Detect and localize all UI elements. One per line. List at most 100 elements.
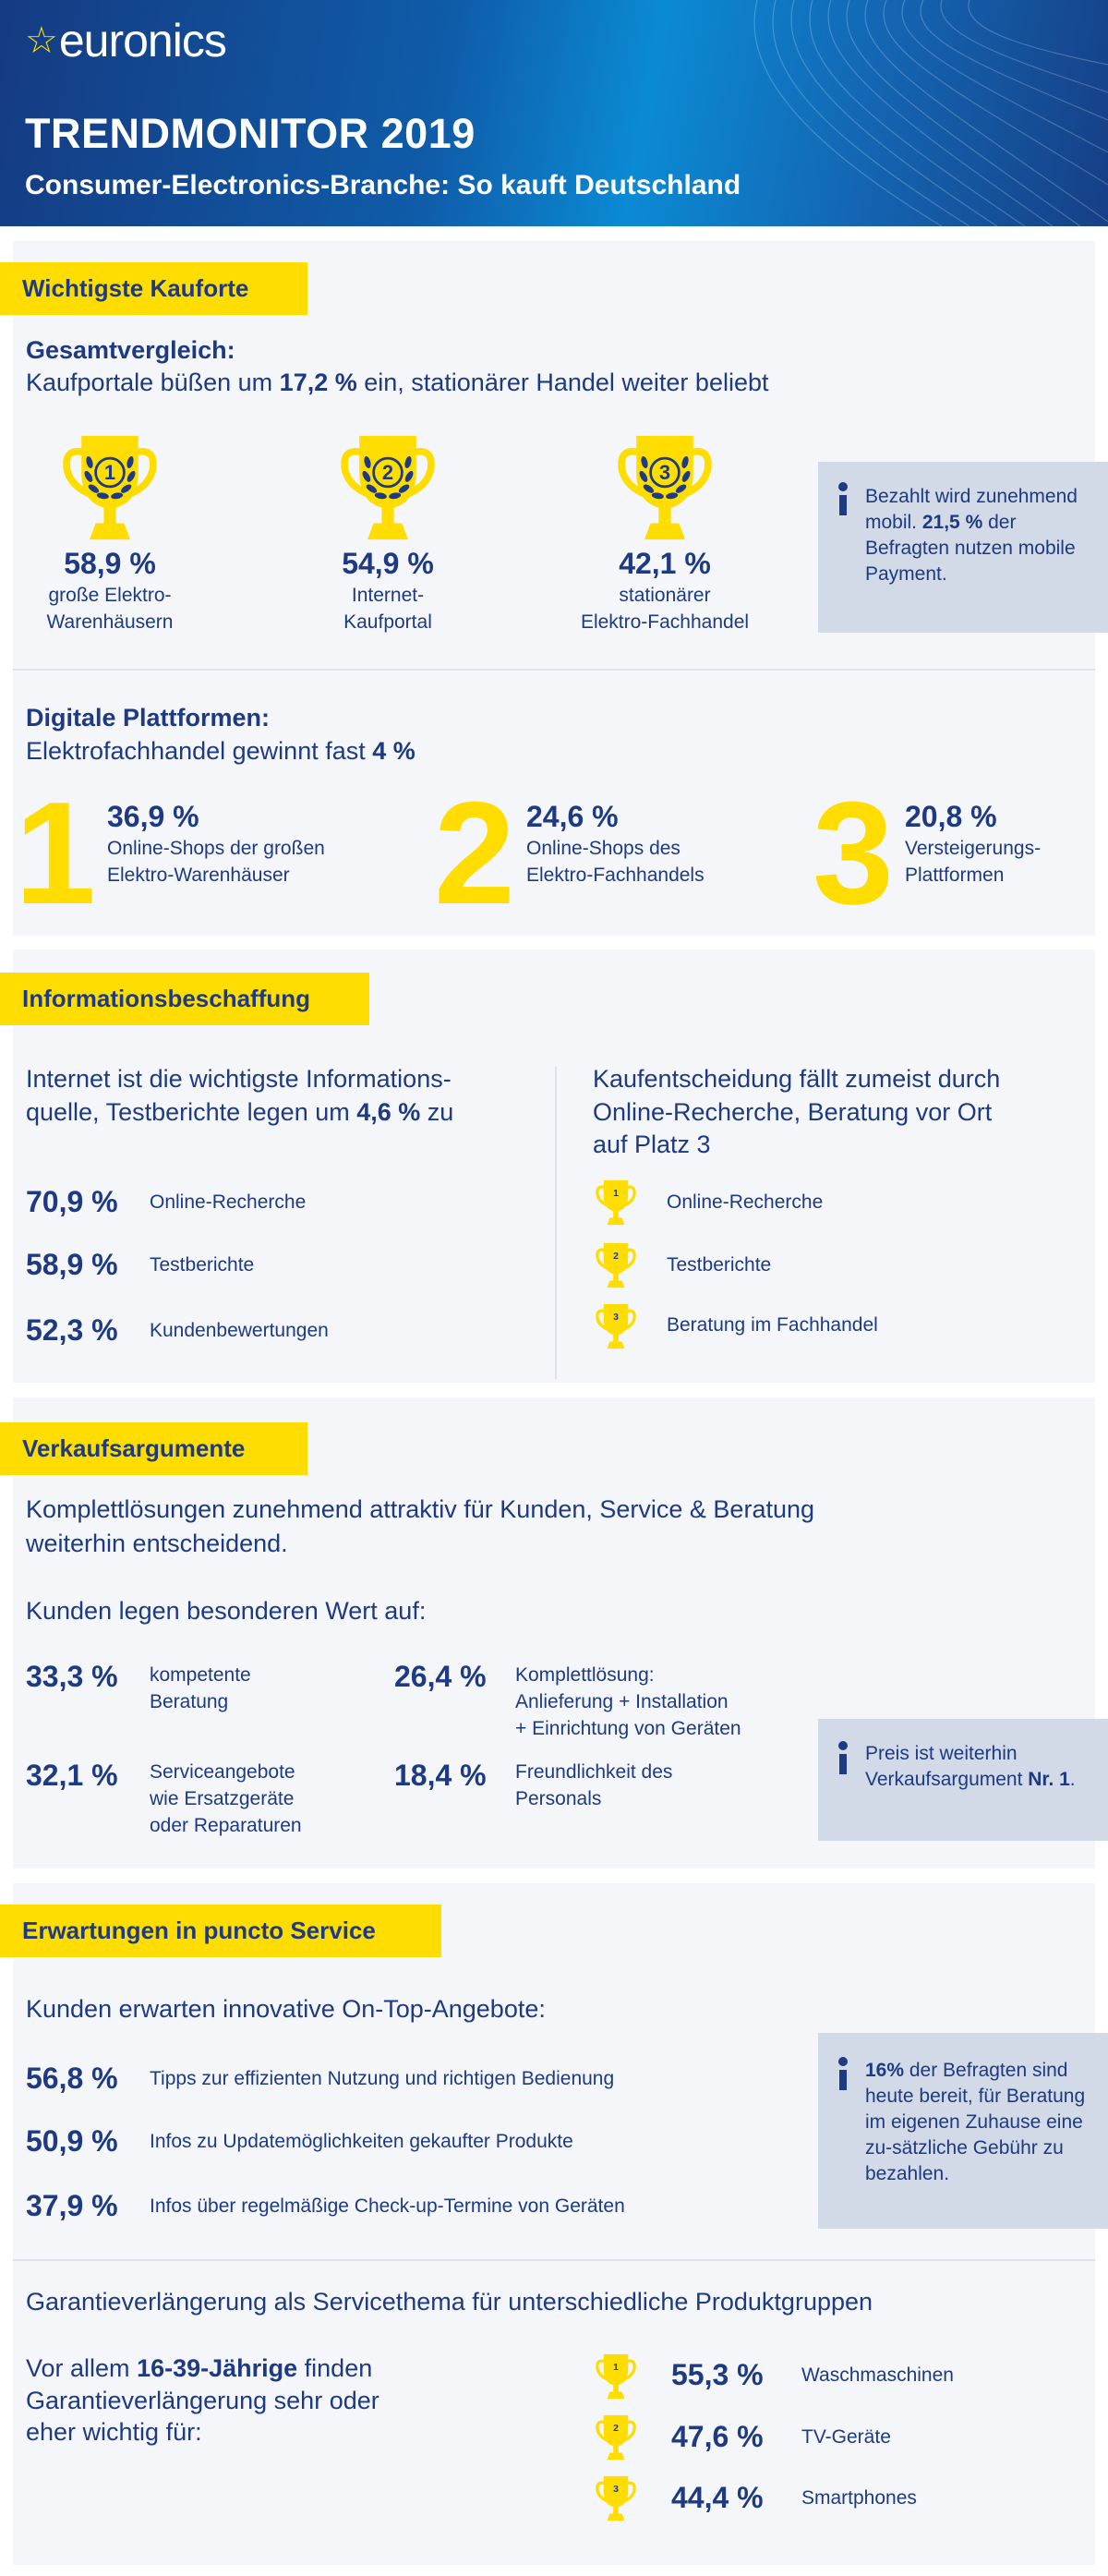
page-subtitle: Consumer-Electronics-Branche: So kauft D…	[25, 170, 741, 200]
divider	[13, 2259, 1095, 2261]
gesamtvergleich-heading: Gesamtvergleich:	[26, 336, 235, 364]
trophy-rank-2-icon: 2	[591, 1241, 641, 1289]
digital-item: 36,9 % Online-Shops der großen Elektro-W…	[107, 798, 325, 889]
trophy-rank-2-icon: 2	[337, 430, 439, 545]
digital-heading: Digitale Plattformen:	[26, 704, 271, 732]
stat-label: Komplettlösung: Anlieferung + Installatio…	[515, 1664, 741, 1739]
rank-value: 54,9 %	[342, 547, 434, 580]
stat-label: Kundenbewertungen	[150, 1320, 329, 1341]
trophy-rank-1-icon: 1	[591, 2352, 641, 2401]
digital-label: Online-Shops der großen	[107, 838, 325, 859]
trophy-rank-number: 2	[382, 461, 393, 484]
garantie-text: Garantieverlängerung sehr oder	[26, 2387, 379, 2414]
stat-label: Serviceangebote wie Ersatzgeräte oder Repa…	[150, 1761, 302, 1836]
digital-item: 20,8 % Versteigerungs- Plattformen	[905, 798, 1041, 889]
trophy-rank-number: 3	[613, 2485, 619, 2495]
info-text: Bezahlt wird zunehmend mobil. 21,5 % der…	[865, 486, 1078, 585]
big-rank-number: 2	[434, 772, 515, 935]
info-text: Preis ist weiterhin Verkaufsargument Nr.…	[865, 1743, 1076, 1790]
stat-value: 33,3 %	[26, 1660, 118, 1693]
info-right-heading: Online-Recherche, Beratung vor Ort	[593, 1098, 993, 1126]
verkauf-heading: Komplettlösungen zunehmend attraktiv für…	[26, 1495, 815, 1523]
digital-value: 24,6 %	[526, 800, 619, 833]
digital-value: 20,8 %	[905, 800, 997, 833]
garantie-text: eher wichtig für:	[26, 2418, 202, 2446]
rank-label: Warenhäusern	[46, 611, 174, 633]
info-right-heading: auf Platz 3	[593, 1131, 711, 1158]
ranking-value: 55,3 %	[671, 2358, 764, 2391]
info-icon	[838, 2057, 848, 2090]
info-left-heading: quelle, Testberichte legen um 4,6 % zu	[26, 1098, 454, 1126]
page-title: TRENDMONITOR 2019	[25, 110, 476, 157]
stat-label: Testberichte	[150, 1254, 255, 1276]
section-tag-kauforte: Wichtigste Kauforte	[0, 262, 307, 315]
digital-line: Elektrofachhandel gewinnt fast 4 %	[26, 737, 416, 765]
trophy-rank-number: 2	[613, 1252, 619, 1262]
divider	[13, 669, 1095, 671]
stat-row: 58,9 %	[26, 1248, 118, 1281]
info-box-beratung-gebuehr: 16% der Befragten sind heute bereit, für…	[818, 2033, 1108, 2229]
digital-label: Elektro-Fachhandels	[526, 865, 705, 886]
service-subheading: Kunden erwarten innovative On-Top-Angebo…	[26, 1995, 546, 2023]
garantie-text: Vor allem 16-39-Jährige finden	[26, 2354, 373, 2382]
logo-text: euronics	[58, 15, 227, 67]
stat-label: Online-Recherche	[150, 1191, 307, 1213]
gesamtvergleich-line: Kaufportale büßen um 17,2 % ein, station…	[26, 369, 769, 396]
stat-row: 70,9 %	[26, 1185, 118, 1218]
ranking-value: 47,6 %	[671, 2420, 764, 2453]
verkauf-heading: weiterhin entscheidend.	[26, 1530, 288, 1557]
ranking-value: 44,4 %	[671, 2481, 764, 2514]
digital-label: Versteigerungs-	[905, 838, 1042, 859]
stat-label: Infos über regelmäßige Check-up-Termine …	[150, 2195, 625, 2217]
trophy-rank-number: 3	[659, 461, 670, 484]
vertical-divider	[555, 1067, 557, 1379]
trophy-rank-number: 1	[613, 1189, 619, 1199]
info-box-preis: Preis ist weiterhin Verkaufsargument Nr.…	[818, 1719, 1108, 1841]
verkauf-subheading: Kunden legen besonderen Wert auf:	[26, 1597, 427, 1625]
info-box-mobile-payment: Bezahlt wird zunehmend mobil. 21,5 % der…	[818, 462, 1108, 633]
header-banner: ☆euronics TRENDMONITOR 2019 Consumer-Ele…	[0, 0, 1108, 226]
section-tag-service: Erwartungen in puncto Service	[0, 1905, 441, 1957]
big-rank-number: 3	[813, 772, 894, 935]
digital-label: Plattformen	[905, 865, 1005, 886]
rank-label: Internet-	[351, 585, 425, 606]
trophy-rank-3-icon: 3	[614, 430, 716, 545]
rank-item: 58,9 % große Elektro- Warenhäusern	[18, 545, 202, 635]
section-tag-information: Informationsbeschaffung	[0, 973, 369, 1025]
info-left-heading: Internet ist die wichtigste Informations…	[26, 1065, 452, 1093]
trophy-rank-number: 3	[613, 1312, 619, 1323]
rank-label: Elektro-Fachhandel	[580, 611, 750, 633]
info-right-heading: Kaufentscheidung fällt zumeist durch	[593, 1065, 1001, 1093]
ranking-label: Waschmaschinen	[801, 2364, 954, 2386]
section-tag-verkauf: Verkaufsargumente	[0, 1422, 307, 1475]
trophy-rank-number: 1	[104, 461, 115, 484]
stat-label: Infos zu Updatemöglichkeiten gekaufter P…	[150, 2131, 573, 2152]
trophy-rank-1-icon: 1	[591, 1179, 641, 1227]
trophy-rank-3-icon: 3	[591, 2474, 641, 2522]
garantie-heading: Garantieverlängerung als Servicethema fü…	[26, 2288, 873, 2316]
ranking-label: Testberichte	[667, 1254, 772, 1276]
info-icon	[838, 482, 848, 515]
stat-value: 37,9 %	[26, 2189, 118, 2222]
trophy-rank-2-icon: 2	[591, 2413, 641, 2461]
decorative-wave-lines	[753, 0, 1108, 226]
rank-value: 42,1 %	[619, 547, 711, 580]
stat-row: 52,3 %	[26, 1313, 118, 1347]
euronics-logo[interactable]: ☆euronics	[25, 13, 227, 68]
big-rank-number: 1	[15, 772, 96, 935]
ranking-label: Online-Recherche	[667, 1191, 824, 1213]
stat-value: 18,4 %	[394, 1759, 487, 1792]
rank-item: 42,1 % stationärer Elektro-Fachhandel	[572, 545, 757, 635]
ranking-label: TV-Geräte	[801, 2426, 891, 2448]
trophy-rank-number: 1	[613, 2363, 619, 2373]
info-text: 16% der Befragten sind heute bereit, für…	[865, 2060, 1086, 2184]
trophy-rank-3-icon: 3	[591, 1302, 641, 1350]
ranking-label: Beratung im Fachhandel	[667, 1314, 878, 1336]
rank-label: Kaufportal	[343, 611, 432, 633]
stat-value: 50,9 %	[26, 2124, 118, 2158]
stat-value: 32,1 %	[26, 1759, 118, 1792]
info-icon	[838, 1741, 848, 1774]
rank-item: 54,9 % Internet- Kaufportal	[295, 545, 480, 635]
stat-label: Tipps zur effizienten Nutzung und richti…	[150, 2068, 615, 2089]
rank-label: stationärer	[619, 585, 711, 606]
